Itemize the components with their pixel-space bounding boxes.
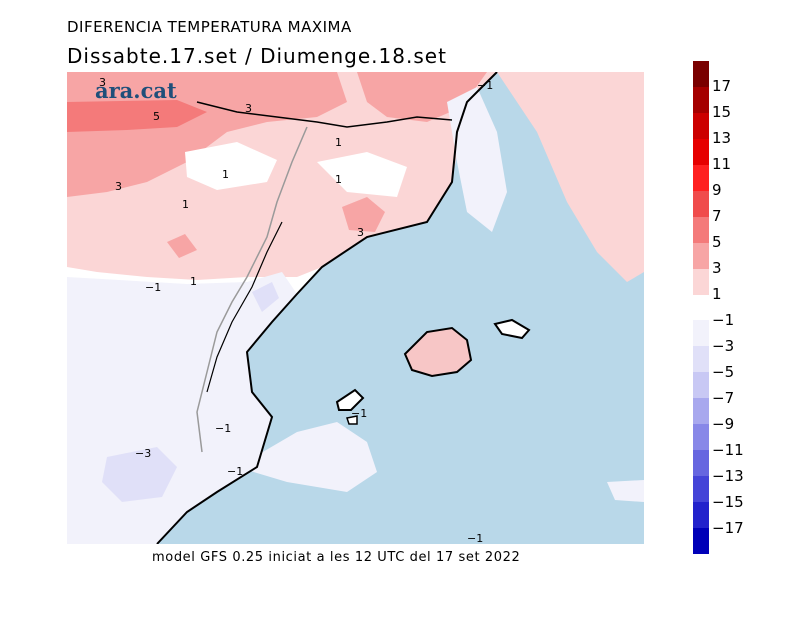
legend-label: −17 xyxy=(712,519,744,537)
warm-blob-plus3-west xyxy=(167,234,197,258)
legend-label: 7 xyxy=(712,207,722,225)
contour-label: 3 xyxy=(99,76,106,89)
contour-label: −1 xyxy=(145,281,161,294)
legend-label: 17 xyxy=(712,77,732,95)
cool-area-southeast xyxy=(607,480,644,502)
legend-swatch xyxy=(693,320,709,346)
mediterranean-sea xyxy=(157,72,644,544)
cool-sea-south xyxy=(237,422,377,492)
france-spain-border xyxy=(196,101,453,128)
contour-label: −1 xyxy=(351,407,367,420)
legend-label: −15 xyxy=(712,493,744,511)
contour-labels: 3 5 3 1 1 1 3 1 1 3 −1 −1 −1 −1 −3 −1 −1 xyxy=(99,76,493,544)
legend-swatch xyxy=(693,476,709,502)
warm-blob-plus3-center xyxy=(342,197,385,232)
legend-swatch xyxy=(693,450,709,476)
warm-area-plus5 xyxy=(67,100,207,132)
legend-label: −9 xyxy=(712,415,735,433)
coastline xyxy=(156,72,498,544)
legend-label: 15 xyxy=(712,103,732,121)
contour-label: 1 xyxy=(335,136,342,149)
legend-label: 11 xyxy=(712,155,732,173)
contour-label: 3 xyxy=(357,226,364,239)
cool-blob-minus3 xyxy=(252,282,279,312)
legend-label: −3 xyxy=(712,337,735,355)
contour-label: 3 xyxy=(115,180,122,193)
legend-label: −13 xyxy=(712,467,744,485)
legend-label: −5 xyxy=(712,363,735,381)
contour-label: 3 xyxy=(245,102,252,115)
legend-label: −7 xyxy=(712,389,735,407)
ara-cat-logo: ara.cat xyxy=(95,78,177,103)
legend-swatch xyxy=(693,398,709,424)
legend-swatch xyxy=(693,269,709,295)
legend-swatch xyxy=(693,165,709,191)
map-title: DIFERENCIA TEMPERATURA MAXIMA xyxy=(67,18,352,36)
ibiza-island xyxy=(335,388,365,411)
contour-label: −3 xyxy=(135,447,151,460)
regional-border xyxy=(206,221,283,393)
legend-swatch xyxy=(693,191,709,217)
legend-swatch xyxy=(693,346,709,372)
catalonia-border xyxy=(196,126,308,453)
legend-label: −11 xyxy=(712,441,744,459)
legend-swatch xyxy=(693,243,709,269)
legend-label: 1 xyxy=(712,285,722,303)
warm-sea-northeast xyxy=(497,72,644,282)
legend-swatch xyxy=(693,502,709,528)
contour-label: −1 xyxy=(477,79,493,92)
legend-swatch xyxy=(693,528,709,554)
legend-swatch xyxy=(693,61,709,87)
contour-label: 1 xyxy=(335,173,342,186)
formentera-island xyxy=(346,415,358,425)
map-subtitle: Dissabte.17.set / Diumenge.18.set xyxy=(67,44,447,68)
cool-area-east xyxy=(447,87,507,232)
legend-label: 3 xyxy=(712,259,722,277)
contour-label: −1 xyxy=(215,422,231,435)
neutral-pocket-2 xyxy=(317,152,407,197)
contour-label: 1 xyxy=(182,198,189,211)
legend-label: −1 xyxy=(712,311,735,329)
neutral-pocket-1 xyxy=(185,142,277,190)
contour-label: −1 xyxy=(227,465,243,478)
legend-swatch xyxy=(693,372,709,398)
menorca-island xyxy=(493,318,531,340)
legend-swatch xyxy=(693,113,709,139)
cool-area-minus3 xyxy=(102,447,177,502)
mallorca-island xyxy=(403,326,473,378)
contour-label: 5 xyxy=(153,110,160,123)
legend-label: 9 xyxy=(712,181,722,199)
legend-swatch xyxy=(693,217,709,243)
legend-swatch xyxy=(693,87,709,113)
color-legend: 17 15 13 11 9 7 5 3 1 −1 −3 −5 −7 −9 −11 −13 −15 −17 xyxy=(690,61,760,561)
model-info-footer: model GFS 0.25 iniciat a les 12 UTC del … xyxy=(152,550,521,565)
temperature-difference-map: 3 5 3 1 1 1 3 1 1 3 −1 −1 −1 −1 −3 −1 −1… xyxy=(67,72,644,544)
legend-swatch xyxy=(693,139,709,165)
legend-label: 5 xyxy=(712,233,722,251)
contour-label: −1 xyxy=(467,532,483,544)
legend-label: 13 xyxy=(712,129,732,147)
legend-swatch xyxy=(693,424,709,450)
contour-label: 1 xyxy=(222,168,229,181)
contour-label: 1 xyxy=(190,275,197,288)
